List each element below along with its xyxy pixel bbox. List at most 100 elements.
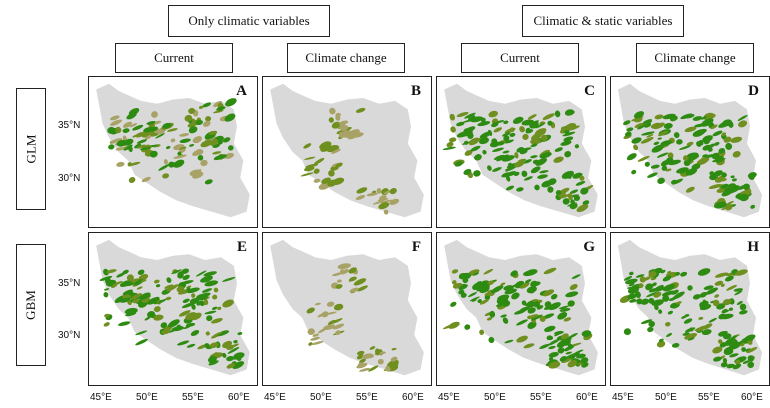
suitability-patch — [541, 180, 553, 188]
suitability-patch — [737, 115, 748, 121]
suitability-patch — [535, 123, 545, 129]
suitability-patch — [631, 169, 637, 175]
suitability-patch — [473, 155, 479, 159]
suitability-patch — [539, 315, 546, 322]
suitability-patch — [504, 139, 514, 144]
suitability-patch — [577, 362, 583, 366]
suitability-patch — [526, 286, 537, 294]
lon-tick: 50°E — [484, 392, 506, 403]
suitability-patch — [326, 301, 335, 307]
suitability-patch — [125, 282, 135, 287]
suitability-patch — [390, 356, 398, 362]
suitability-patch — [335, 115, 341, 121]
suitability-patch — [136, 139, 148, 144]
suitability-patch — [523, 159, 532, 164]
suitability-patch — [710, 124, 718, 130]
suitability-patch — [359, 368, 371, 372]
suitability-patch — [378, 202, 390, 210]
suitability-patch — [131, 278, 139, 283]
suitability-patch — [633, 111, 645, 119]
suitability-patch — [122, 289, 133, 296]
suitability-patch — [222, 352, 227, 358]
suitability-patch — [339, 120, 349, 126]
suitability-patch — [103, 288, 110, 291]
suitability-patch — [734, 290, 743, 296]
map-svg-e — [96, 239, 250, 376]
suitability-patch — [161, 329, 171, 335]
suitability-patch — [623, 120, 631, 126]
suitability-patch — [355, 107, 366, 113]
suitability-patch — [686, 141, 694, 147]
suitability-patch — [339, 130, 352, 137]
suitability-patch — [530, 281, 541, 287]
suitability-patch — [732, 340, 745, 348]
suitability-patch — [134, 143, 142, 149]
suitability-patch — [331, 121, 341, 129]
suitability-patch — [712, 299, 720, 307]
suitability-patch — [696, 325, 706, 332]
suitability-patch — [646, 134, 654, 138]
suitability-patch — [356, 187, 368, 194]
suitability-patch — [204, 179, 213, 185]
suitability-patch — [504, 127, 516, 134]
lon-tick: 55°E — [182, 392, 204, 403]
suitability-patch — [712, 346, 723, 354]
suitability-patch — [205, 116, 212, 122]
suitability-patch — [634, 122, 645, 128]
suitability-patch — [724, 275, 734, 282]
suitability-patch — [372, 200, 384, 205]
suitability-patch — [496, 120, 505, 124]
suitability-patch — [222, 276, 236, 282]
suitability-patch — [539, 343, 550, 350]
suitability-patch — [492, 147, 504, 153]
suitability-patch — [472, 272, 479, 276]
suitability-patch — [697, 268, 711, 276]
suitability-patch — [203, 271, 217, 277]
suitability-patch — [728, 307, 734, 311]
suitability-patch — [164, 284, 174, 289]
suitability-patch — [720, 183, 729, 189]
suitability-patch — [657, 177, 665, 184]
suitability-patch — [638, 283, 644, 289]
suitability-patch — [110, 115, 120, 121]
suitability-patch — [722, 299, 732, 305]
suitability-patch — [692, 129, 705, 137]
suitability-patch — [714, 176, 725, 183]
suitability-patch — [377, 197, 389, 202]
suitability-patch — [136, 286, 143, 290]
suitability-patch — [226, 344, 236, 350]
suitability-patch — [724, 186, 737, 194]
suitability-patch — [152, 120, 162, 125]
suitability-patch — [673, 132, 680, 139]
suitability-patch — [645, 283, 654, 291]
suitability-patch — [684, 126, 697, 133]
suitability-patch — [217, 306, 222, 311]
suitability-patch — [195, 149, 204, 155]
suitability-patch — [144, 316, 151, 321]
suitability-patch — [178, 310, 191, 317]
suitability-patch — [524, 279, 532, 284]
suitability-patch — [232, 355, 243, 360]
suitability-patch — [723, 136, 732, 143]
suitability-patch — [701, 329, 712, 336]
suitability-patch — [128, 291, 134, 296]
map-panel-a: A — [88, 76, 258, 228]
suitability-patch — [182, 274, 190, 281]
landmass-e — [96, 239, 250, 376]
suitability-patch — [103, 292, 109, 298]
suitability-patch — [208, 360, 219, 366]
suitability-patch — [640, 137, 654, 144]
suitability-patch — [646, 119, 652, 124]
suitability-patch — [168, 319, 180, 328]
suitability-patch — [718, 339, 723, 344]
suitability-patch — [535, 157, 548, 166]
suitability-patch — [311, 340, 324, 346]
suitability-patch — [737, 194, 745, 199]
lon-tick: 45°E — [438, 392, 460, 403]
suitability-patch — [205, 331, 210, 336]
suitability-patch — [714, 272, 729, 278]
suitability-patch — [149, 150, 158, 158]
suitability-patch — [574, 144, 579, 149]
suitability-patch — [626, 153, 637, 161]
suitability-patch — [195, 119, 203, 126]
